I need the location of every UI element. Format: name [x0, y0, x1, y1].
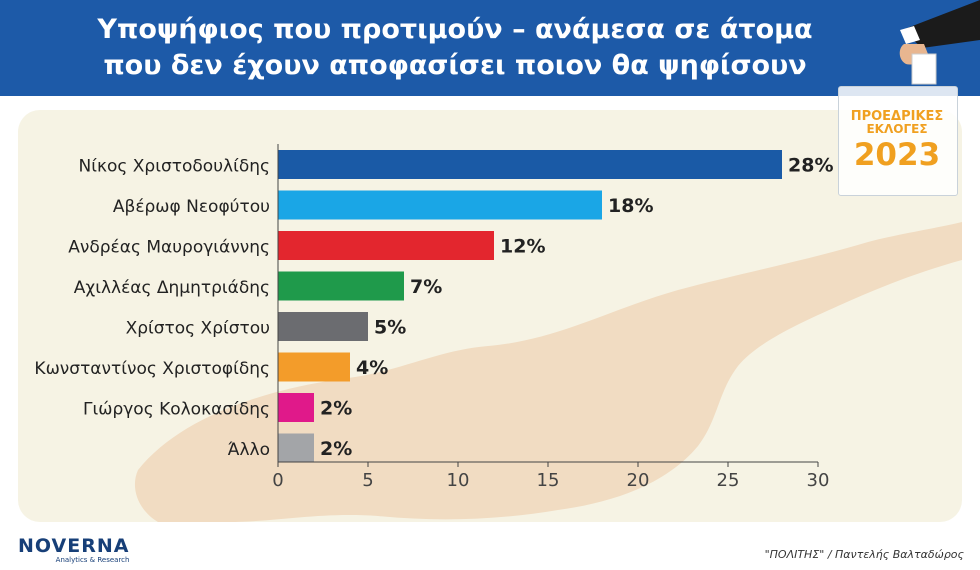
bar-chart: Νίκος Χριστοδουλίδης 28% Αβέρωφ Νεοφύτου 18… — [34, 144, 833, 491]
noverna-logo: NOVERNA Analytics & Research — [18, 536, 129, 564]
logo-subtext: Analytics & Research — [55, 556, 130, 564]
badge-line-1: ΠΡΟΕΔΡΙΚΕΣ — [850, 109, 944, 124]
value-label-2: 12% — [500, 236, 545, 258]
x-tick-label-6: 30 — [807, 470, 830, 491]
ballot-box-icon — [838, 86, 958, 196]
bar-7 — [278, 433, 314, 463]
value-label-6: 2% — [320, 398, 352, 420]
x-tick-label-3: 15 — [537, 470, 560, 491]
title-line-1: Υποψήφιος που προτιμούν – ανάμεσα σε άτο… — [97, 14, 813, 45]
election-badge: ΠΡΟΕΔΡΙΚΕΣ ΕΚΛΟΓΕΣ 2023 — [838, 86, 958, 196]
value-label-0: 28% — [788, 155, 833, 177]
x-tick-label-1: 5 — [362, 470, 373, 491]
logo-text: NOVERNA — [18, 535, 130, 557]
cyprus-map-icon — [134, 222, 962, 522]
x-tick-label-2: 10 — [447, 470, 470, 491]
bar-0 — [278, 150, 782, 179]
chart-panel: Νίκος Χριστοδουλίδης 28% Αβέρωφ Νεοφύτου 18… — [18, 110, 962, 522]
x-tick-label-4: 20 — [627, 470, 650, 491]
title-line-2: που δεν έχουν αποφασίσει ποιον θα ψηφίσο… — [103, 50, 807, 81]
value-label-4: 5% — [374, 317, 406, 339]
bar-6 — [278, 393, 314, 422]
bar-5 — [278, 352, 350, 382]
badge-line-2: ΕΚΛΟΓΕΣ — [866, 122, 928, 136]
category-label-2: Ανδρέας Μαυρογιάννης — [68, 238, 270, 258]
value-label-1: 18% — [608, 195, 653, 217]
category-label-5: Κωνσταντίνος Χριστοφίδης — [34, 359, 270, 379]
ballot-hand-icon — [899, 0, 980, 85]
category-label-7: Άλλο — [228, 440, 270, 460]
header-banner: Υποψήφιος που προτιμούν – ανάμεσα σε άτο… — [0, 0, 980, 96]
x-tick-label-0: 0 — [272, 470, 283, 491]
x-tick-label-5: 25 — [717, 470, 740, 491]
category-label-3: Αχιλλέας Δημητριάδης — [74, 278, 270, 298]
category-label-4: Χρίστος Χρίστου — [126, 319, 270, 339]
bar-4 — [278, 312, 368, 341]
value-label-5: 4% — [356, 357, 388, 379]
bar-2 — [278, 231, 494, 260]
bar-3 — [278, 271, 404, 301]
value-label-3: 7% — [410, 276, 442, 298]
badge-year: 2023 — [853, 137, 941, 173]
chart-title: Υποψήφιος που προτιμούν – ανάμεσα σε άτο… — [0, 12, 910, 84]
category-label-6: Γιώργος Κολοκασίδης — [83, 400, 270, 420]
category-label-0: Νίκος Χριστοδουλίδης — [79, 157, 270, 177]
value-label-7: 2% — [320, 438, 352, 460]
category-label-1: Αβέρωφ Νεοφύτου — [113, 197, 270, 217]
source-credit: "ΠΟΛΙΤΗΣ" / Παντελής Βαλταδώρος — [764, 548, 964, 561]
bar-1 — [278, 190, 602, 220]
